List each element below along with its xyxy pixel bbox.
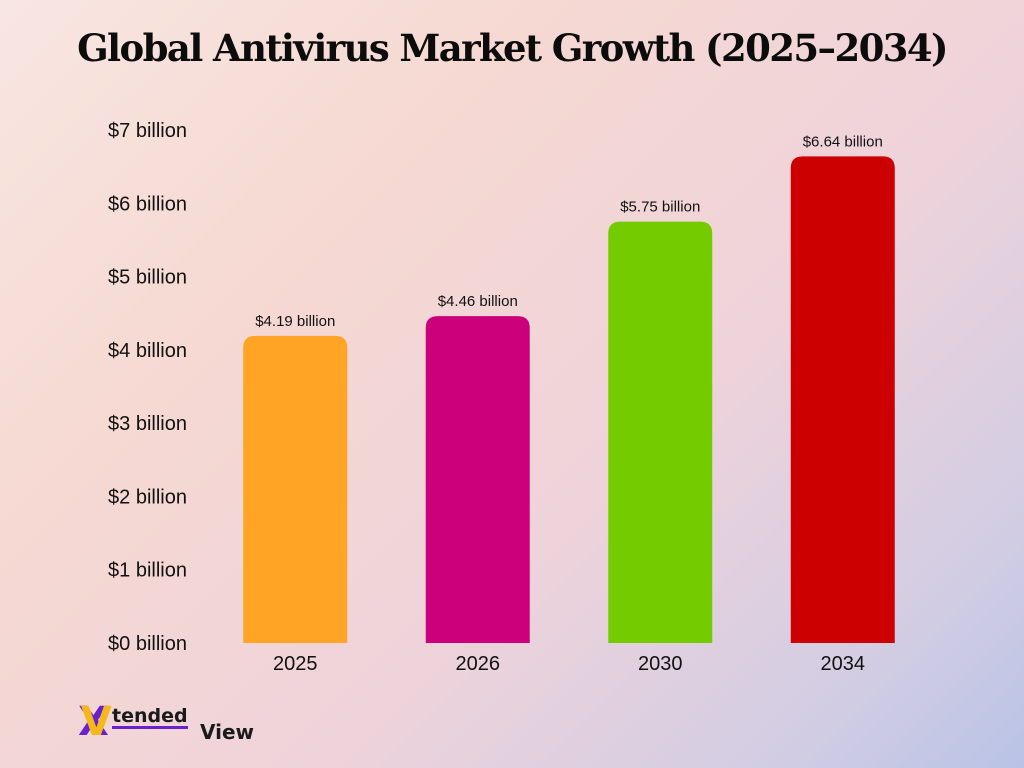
bar-chart: $0 billion $1 billion $2 billion $3 billion…	[108, 120, 895, 675]
y-axis: $0 billion $1 billion $2 billion $3 billion…	[108, 120, 187, 655]
bar-2030	[608, 221, 713, 643]
x-tick-label-2030: 2030	[638, 653, 683, 675]
y-tick-label: $4 billion	[108, 340, 187, 362]
y-tick-label: $1 billion	[108, 560, 187, 582]
x-tick-label-2034: 2034	[821, 653, 866, 675]
logo-word-view: View	[200, 720, 255, 744]
data-label-2030: $5.75 billion	[620, 199, 700, 216]
logo-word-tended: tended	[112, 705, 188, 729]
data-label-2026: $4.46 billion	[438, 293, 518, 310]
x-axis: 2025 2026 2030 2034	[273, 653, 865, 675]
xtendedview-logo: XV tended View	[78, 699, 278, 745]
y-tick-label: $0 billion	[108, 633, 187, 655]
y-tick-label: $3 billion	[108, 413, 187, 435]
x-tick-label-2025: 2025	[273, 653, 318, 675]
y-tick-label: $6 billion	[108, 193, 187, 215]
y-tick-label: $2 billion	[108, 486, 187, 508]
bars	[243, 156, 895, 643]
x-tick-label-2026: 2026	[456, 653, 501, 675]
data-label-2034: $6.64 billion	[803, 133, 883, 150]
data-label-2025: $4.19 billion	[255, 313, 335, 330]
y-tick-label: $5 billion	[108, 267, 187, 289]
bar-2025	[243, 335, 348, 643]
bar-2034	[790, 156, 895, 643]
logo-mark: XV	[78, 699, 112, 745]
chart-title: Global Antivirus Market Growth (2025–203…	[77, 26, 948, 70]
y-tick-label: $7 billion	[108, 120, 187, 142]
data-labels: $4.19 billion $4.46 billion $5.75 billion $…	[255, 133, 883, 330]
bar-2026	[425, 316, 530, 643]
